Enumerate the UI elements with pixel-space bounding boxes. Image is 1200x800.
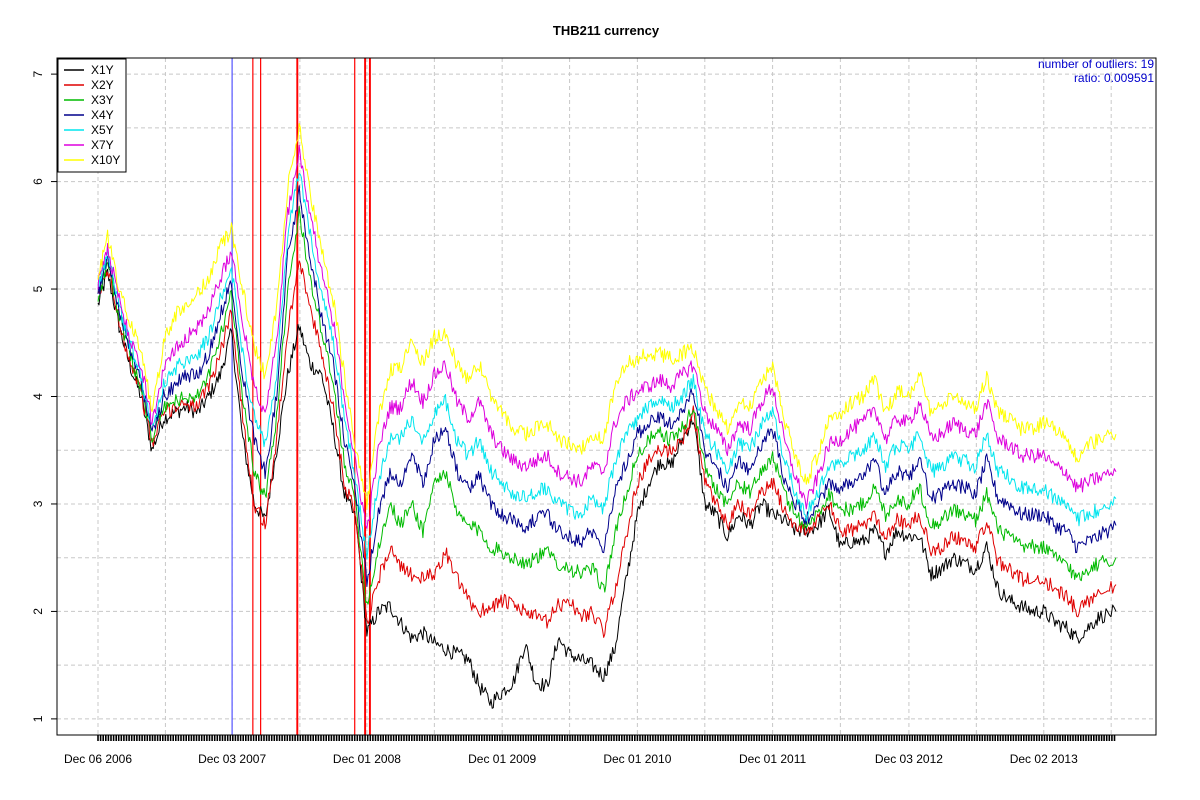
y-tick-label-6: 6 <box>31 178 45 185</box>
x-tick-label-2: Dec 01 2008 <box>333 752 401 766</box>
x-tick-label-6: Dec 03 2012 <box>875 752 943 766</box>
series-line-X2Y <box>97 260 1117 638</box>
series-line-X1Y <box>97 268 1117 709</box>
grid <box>57 58 1156 735</box>
y-tick-label-5: 5 <box>31 285 45 292</box>
y-axis: 1 2 3 4 5 6 7 <box>31 70 57 722</box>
x-tick-label-7: Dec 02 2013 <box>1010 752 1078 766</box>
legend-label-X5Y: X5Y <box>91 123 114 137</box>
x-tick-label-0: Dec 06 2006 <box>64 752 132 766</box>
outlier-markers <box>231 58 371 735</box>
x-tick-label-5: Dec 01 2011 <box>739 752 806 766</box>
x-axis: Dec 06 2006 Dec 03 2007 Dec 01 2008 Dec 01 … <box>64 735 1116 766</box>
y-tick-label-7: 7 <box>31 70 45 77</box>
y-tick-label-1: 1 <box>31 715 45 722</box>
legend-label-X3Y: X3Y <box>91 93 114 107</box>
series-lines <box>97 123 1117 709</box>
x-tick-label-1: Dec 03 2007 <box>198 752 266 766</box>
series-line-X10Y <box>97 123 1117 510</box>
ratio-label: ratio: 0.009591 <box>1074 71 1154 85</box>
x-minor-ticks <box>97 735 1116 741</box>
y-tick-label-4: 4 <box>31 393 45 400</box>
series-line-X7Y <box>97 144 1117 529</box>
series-line-X3Y <box>97 206 1117 605</box>
series-line-X5Y <box>97 173 1117 560</box>
y-tick-label-3: 3 <box>31 500 45 507</box>
legend-label-X7Y: X7Y <box>91 138 114 152</box>
legend-label-X4Y: X4Y <box>91 108 114 122</box>
legend-label-X2Y: X2Y <box>91 78 114 92</box>
series-line-X4Y <box>97 185 1117 587</box>
x-tick-label-4: Dec 01 2010 <box>603 752 671 766</box>
x-tick-label-3: Dec 01 2009 <box>468 752 536 766</box>
legend-label-X10Y: X10Y <box>91 153 120 167</box>
y-tick-label-2: 2 <box>31 608 45 615</box>
legend-label-X1Y: X1Y <box>91 63 114 77</box>
chart-title: THB211 currency <box>553 23 660 38</box>
outliers-count-label: number of outliers: 19 <box>1038 57 1154 71</box>
